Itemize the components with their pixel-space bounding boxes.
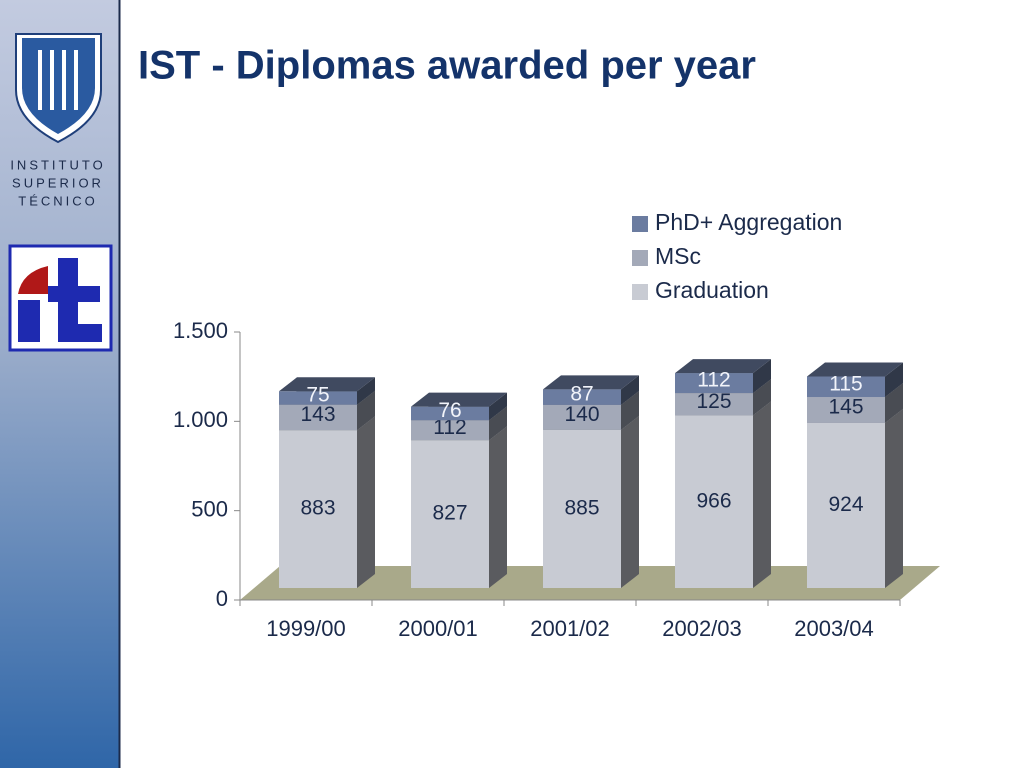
bar-side <box>357 390 375 431</box>
data-label: 143 <box>300 403 335 426</box>
bar-side <box>489 406 507 441</box>
data-label: 827 <box>432 502 467 525</box>
bar-segment <box>675 393 753 416</box>
bar-segment <box>411 420 489 441</box>
bar-side <box>753 379 771 416</box>
x-tick-label: 2001/02 <box>530 616 610 641</box>
data-label: 115 <box>829 372 862 395</box>
data-label: 75 <box>306 384 329 407</box>
chart-title: IST - Diplomas awarded per year <box>138 44 756 88</box>
legend-swatch <box>632 216 648 232</box>
bar-segment <box>411 406 489 421</box>
legend-swatch <box>632 284 648 300</box>
legend-label: Graduation <box>655 277 769 303</box>
bar-side <box>489 426 507 588</box>
x-tick-label: 2002/03 <box>662 616 742 641</box>
data-label: 883 <box>300 497 335 520</box>
bar-side <box>885 383 903 423</box>
bar-side <box>621 375 639 405</box>
bar-side <box>621 390 639 430</box>
bar-segment <box>543 404 621 430</box>
it-logo <box>8 244 113 352</box>
bar-side <box>753 359 771 394</box>
data-label: 885 <box>564 496 599 519</box>
y-tick-label: 500 <box>191 496 228 521</box>
data-label: 924 <box>828 493 863 516</box>
bar-segment <box>807 376 885 398</box>
y-tick-label: 1.500 <box>173 318 228 343</box>
bar-top <box>807 362 903 377</box>
sidebar-text: INSTITUTO <box>10 157 105 172</box>
bar-top <box>675 359 771 374</box>
bar-side <box>357 377 375 405</box>
legend-label: MSc <box>655 243 701 269</box>
bar-segment <box>543 389 621 405</box>
y-tick-label: 0 <box>216 586 228 611</box>
bar-side <box>621 415 639 588</box>
data-label: 87 <box>570 383 593 406</box>
bar-side <box>753 401 771 588</box>
sidebar-text: TÉCNICO <box>18 193 98 208</box>
bar-segment <box>675 373 753 394</box>
data-label: 145 <box>828 396 863 419</box>
bar-segment <box>807 422 885 588</box>
bar-top <box>279 377 375 392</box>
bar-top <box>411 392 507 407</box>
bar-side <box>885 362 903 398</box>
data-label: 140 <box>564 403 599 426</box>
data-label: 112 <box>433 416 466 439</box>
data-label: 125 <box>696 390 731 413</box>
data-label: 112 <box>697 369 730 392</box>
bar-top <box>543 375 639 390</box>
bar-segment <box>279 430 357 588</box>
x-tick-label: 2000/01 <box>398 616 478 641</box>
sidebar-text: SUPERIOR <box>12 175 104 190</box>
bar-side <box>489 392 507 421</box>
ist-logo <box>15 33 102 144</box>
legend-swatch <box>632 250 648 266</box>
bar-segment <box>279 404 357 431</box>
bar-segment <box>807 397 885 423</box>
bar-side <box>885 408 903 588</box>
bar-side <box>357 416 375 588</box>
bar-segment <box>279 391 357 405</box>
bar-segment <box>543 429 621 588</box>
bar-segment <box>675 415 753 588</box>
x-tick-label: 1999/00 <box>266 616 346 641</box>
data-label: 76 <box>438 399 461 422</box>
bar-segment <box>411 440 489 588</box>
data-label: 966 <box>696 489 731 512</box>
legend-label: PhD+ Aggregation <box>655 209 842 235</box>
y-tick-label: 1.000 <box>173 407 228 432</box>
x-tick-label: 2003/04 <box>794 616 874 641</box>
